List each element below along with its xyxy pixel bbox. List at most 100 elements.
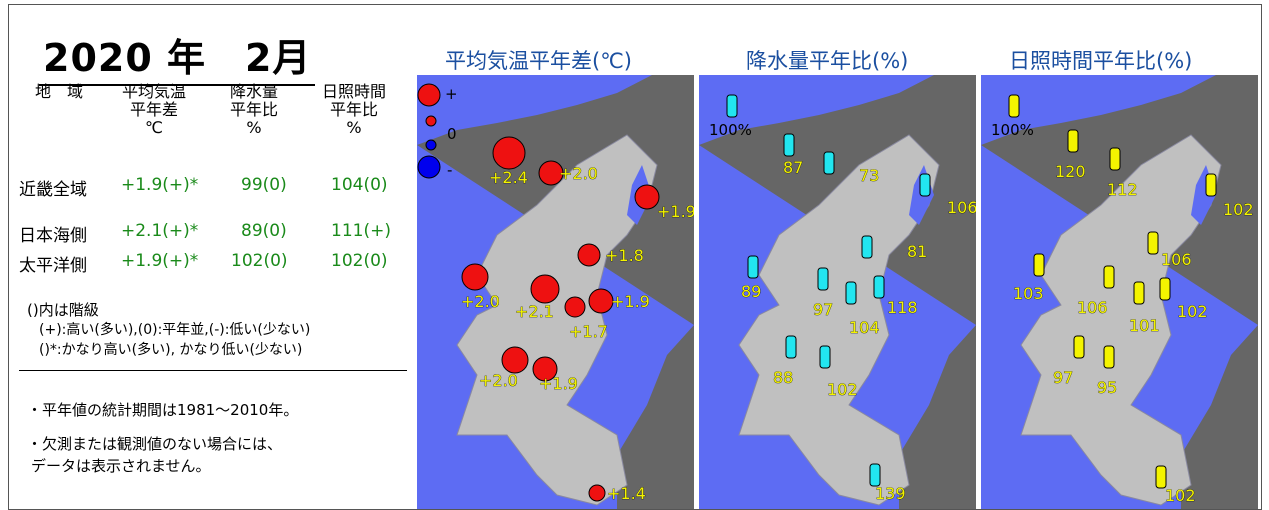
precip-markers: 87 73 106 81 89 97 118 104 88 102 139 [741,133,976,503]
precip-station-marker [845,281,857,305]
precip-station-label: 88 [773,368,793,387]
sun-panel-title: 日照時間平年比(%) [1009,49,1193,73]
note-class-line2: ()*:かなり高い(多い), かなり低い(少ない) [39,342,303,358]
precip-station-label: 89 [741,282,761,301]
kinki-region [456,134,658,506]
temp-station-marker [564,296,586,318]
precip-legend-text: 100% [709,121,752,139]
header-sun: 日照時間 平年比 % [309,83,399,137]
precip-station-marker [785,335,797,359]
sun-station-marker [1073,335,1085,359]
header-sun-line2: 平年比 [329,100,378,119]
header-temp-line2: 平年差 [129,100,178,119]
temp-station-marker [634,184,660,210]
sun-station-label: 106 [1161,250,1192,269]
legend-small-plus [425,115,437,127]
note-class-line1: (+):高い(多い),(0):平年並,(-):低い(少ない) [39,322,311,338]
precip-map: 87 73 106 81 89 97 118 104 88 102 139 100% [699,75,976,509]
precip-station-label: 106 [947,198,976,217]
sun-station-marker [1147,231,1159,255]
temp-station-marker [577,243,601,267]
precip-station-label: 102 [827,380,858,399]
temp-station-marker [538,160,564,186]
temp-legend: + 0 - [417,83,458,179]
sun-station-marker [1103,345,1115,369]
precip-station-marker [919,173,931,197]
precip-station-label: 97 [813,300,833,319]
precip-station-marker [823,151,835,175]
temp-station-marker [588,484,606,502]
row-region-pacific: 太平洋側 [19,256,87,276]
sun-map-panel: 120 112 102 106 103 106 101 102 97 95 102 100% [981,75,1258,509]
temp-station-label: +2.4 [489,168,528,187]
temp-panel-title: 平均気温平年差(℃) [445,49,632,73]
temp-station-label: +2.0 [461,292,500,311]
temp-station-marker [530,274,560,304]
header-precip-unit: % [246,118,262,137]
temp-station-label: +2.0 [559,164,598,183]
sun-station-label: 112 [1107,180,1138,199]
sun-station-marker [1159,277,1171,301]
temp-station-label: +2.0 [479,371,518,390]
header-precip-line1: 降水量 [229,82,278,101]
sun-legend-text: 100% [991,121,1034,139]
note-missing-line1: ・欠測または観測値のない場合には、 [27,435,283,453]
precip-station-marker [861,235,873,259]
header-sun-line1: 日照時間 [321,82,386,101]
row-kinki-sun: 104(0) [331,175,388,195]
sun-station-label: 95 [1097,378,1117,397]
row-pacific-temp: +1.9(+)* [121,251,199,271]
kinki-region [738,134,940,506]
temp-station-marker [501,346,529,374]
sun-station-label: 102 [1177,302,1208,321]
precip-station-label: 81 [907,242,927,261]
sun-station-marker [1205,173,1217,197]
sun-station-label: 102 [1223,200,1254,219]
sun-station-marker [1067,129,1079,153]
sun-station-label: 106 [1077,298,1108,317]
row-region-japansea: 日本海側 [19,226,87,246]
temp-station-label: +1.4 [607,484,646,503]
sun-station-marker [1109,147,1121,171]
header-region: 地 域 [19,83,99,101]
temp-station-label: +1.9 [657,202,694,221]
legend-zero-text: 0 [447,125,457,143]
sun-station-marker [1133,281,1145,305]
climate-summary-frame: 2020 年 2月 地 域 平均気温 平年差 ℃ 降水量 平年比 % 日照時間 … [8,4,1262,510]
temp-map: +2.4 +2.0+1.9+1.8+2.0+2.1+1.7+1.9+2.0 +1.9… [417,75,694,509]
temp-map-panel: +2.4 +2.0 +1.9 +1.8 +2.0 +2.1 +1.7 +1.9 +2.0 +1.9… [417,75,694,509]
header-precip: 降水量 平年比 % [214,83,294,137]
header-temp-unit: ℃ [145,118,163,137]
kinki-region [1020,134,1222,506]
sun-station-label: 101 [1129,316,1160,335]
notes-divider [19,370,407,371]
row-kinki-precip: 99(0) [241,175,287,195]
sun-legend-marker [1008,94,1020,118]
precip-map-panel: 87 73 106 81 89 97 118 104 88 102 139 100% [699,75,976,509]
precip-station-marker [819,345,831,369]
precip-station-label: 139 [875,484,906,503]
precip-station-label: 87 [783,158,803,177]
header-temp: 平均気温 平年差 ℃ [109,83,199,137]
sun-station-label: 97 [1053,368,1073,387]
legend-plus-text: + [445,85,458,103]
precip-station-marker [869,463,881,487]
row-pacific-sun: 102(0) [331,251,388,271]
temp-station-label: +1.7 [569,322,608,341]
note-missing-line2: データは表示されません。 [31,457,211,475]
temp-markers: +2.4 +2.0+1.9+1.8+2.0+2.1+1.7+1.9+2.0 +1.9… [461,136,694,503]
page-title: 2020 年 2月 [39,27,316,86]
temp-station-label: +1.9 [611,292,650,311]
sun-markers: 120 112 102 106 103 106 101 102 97 95 102 [1013,129,1254,505]
precip-station-marker [783,133,795,157]
legend-large-minus [417,155,441,179]
legend-minus-text: - [447,161,452,179]
header-precip-line2: 平年比 [229,100,278,119]
row-japansea-precip: 89(0) [241,221,287,241]
temp-station-marker [492,136,526,170]
precip-station-marker [873,275,885,299]
row-japansea-temp: +2.1(+)* [121,221,199,241]
row-japansea-sun: 111(+) [331,221,391,241]
temp-station-label: +2.1 [515,302,554,321]
temp-station-label: +1.9 [539,374,578,393]
